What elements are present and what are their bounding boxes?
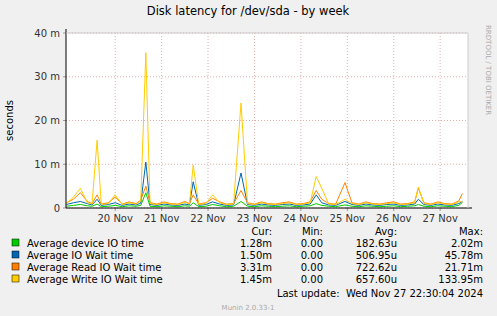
legend-value: 2.02m bbox=[451, 238, 483, 249]
plot-area bbox=[66, 33, 468, 208]
x-axis bbox=[66, 208, 472, 209]
legend-value: 182.63u bbox=[356, 238, 397, 249]
legend-swatch bbox=[12, 239, 19, 246]
grid-line bbox=[440, 33, 441, 208]
grid-line bbox=[208, 33, 209, 208]
grid-line bbox=[66, 33, 468, 34]
x-tick-label: 27 Nov bbox=[422, 213, 458, 224]
legend-value: 1.28m bbox=[240, 238, 272, 249]
frame-top bbox=[66, 33, 468, 34]
frame-right bbox=[468, 33, 469, 208]
series-group bbox=[66, 53, 462, 207]
footer: Munin 2.0.33-1 bbox=[222, 304, 275, 312]
grid-line bbox=[66, 164, 468, 165]
legend-swatch bbox=[12, 275, 19, 282]
x-tick-label: 22 Nov bbox=[190, 213, 226, 224]
grid-line bbox=[115, 33, 116, 208]
grid-line bbox=[393, 33, 394, 208]
chart: Disk latency for /dev/sda - by week secon… bbox=[0, 0, 497, 316]
legend-label: Average device IO time bbox=[27, 238, 144, 249]
grid-line bbox=[347, 33, 348, 208]
y-tick-label: 10 m bbox=[34, 159, 60, 170]
legend-value: 0.00 bbox=[301, 238, 323, 249]
grid-line bbox=[254, 33, 255, 208]
title: Disk latency for /dev/sda - by week bbox=[147, 4, 350, 18]
last-update: Last update: Wed Nov 27 22:30:04 2024 bbox=[277, 288, 483, 299]
y-tick-label: 40 m bbox=[34, 28, 60, 39]
legend-value: 1.50m bbox=[240, 250, 272, 261]
legend-swatch bbox=[12, 263, 19, 270]
legend-header: Max: bbox=[459, 226, 483, 237]
legend-value: 0.00 bbox=[301, 274, 323, 285]
x-tick-label: 21 Nov bbox=[144, 213, 180, 224]
series-line bbox=[66, 53, 462, 205]
x-tick-label: 26 Nov bbox=[376, 213, 412, 224]
legend-header: Min: bbox=[302, 226, 323, 237]
y-tick-label: 30 m bbox=[34, 71, 60, 82]
legend-value: 0.00 bbox=[301, 250, 323, 261]
legend-value: 722.62u bbox=[356, 262, 397, 273]
grid-line bbox=[66, 76, 468, 77]
legend-swatch bbox=[12, 251, 19, 258]
x-tick-label: 20 Nov bbox=[97, 213, 133, 224]
legend-value: 21.71m bbox=[445, 262, 483, 273]
side-text: RRDTOOL / TOBI OETIKER bbox=[484, 25, 492, 115]
legend-value: 3.31m bbox=[240, 262, 272, 273]
y-tick-label: 20 m bbox=[34, 115, 60, 126]
legend-value: 657.60u bbox=[356, 274, 397, 285]
y-label: seconds bbox=[4, 100, 15, 141]
y-tick-label: 0 bbox=[54, 203, 60, 214]
x-tick-label: 23 Nov bbox=[237, 213, 273, 224]
legend-value: 1.45m bbox=[240, 274, 272, 285]
grid-line bbox=[66, 120, 468, 121]
legend-header: Avg: bbox=[375, 226, 397, 237]
legend-label: Average Read IO Wait time bbox=[27, 262, 161, 273]
grid-line bbox=[161, 33, 162, 208]
series-line bbox=[66, 183, 462, 204]
legend-value: 133.95m bbox=[438, 274, 483, 285]
legend-value: 506.95u bbox=[356, 250, 397, 261]
grid-line bbox=[300, 33, 301, 208]
background bbox=[0, 0, 497, 316]
legend-header: Cur: bbox=[251, 226, 272, 237]
legend-value: 0.00 bbox=[301, 262, 323, 273]
legend-label: Average Write IO Wait time bbox=[27, 274, 163, 285]
y-axis bbox=[66, 29, 67, 208]
x-tick-label: 25 Nov bbox=[330, 213, 366, 224]
legend-value: 45.78m bbox=[445, 250, 483, 261]
x-tick-label: 24 Nov bbox=[283, 213, 319, 224]
series-line bbox=[66, 162, 462, 205]
legend-label: Average IO Wait time bbox=[27, 250, 133, 261]
